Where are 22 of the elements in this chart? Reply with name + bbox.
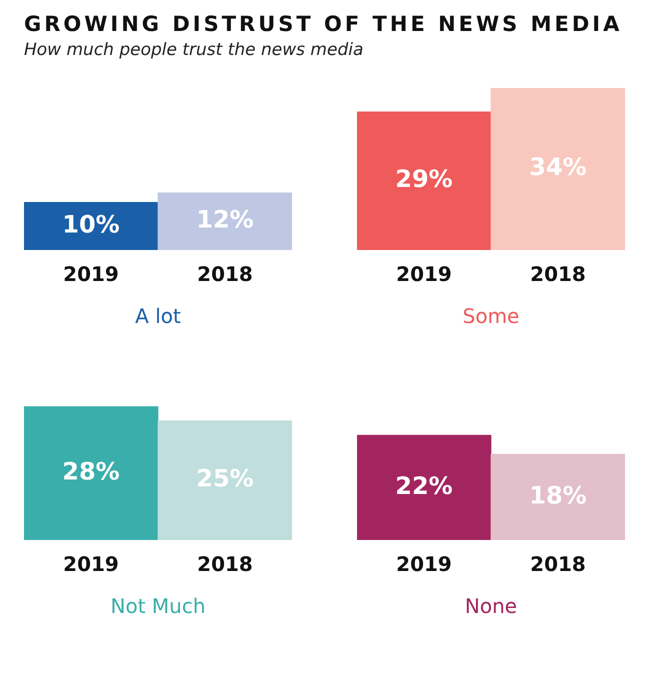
x-tick-label: 2019 — [63, 262, 119, 286]
data-label: 12% — [196, 206, 254, 234]
x-tick-label: 2018 — [530, 262, 586, 286]
x-tick-label: 2019 — [396, 552, 452, 576]
data-label: 34% — [529, 153, 587, 182]
chart-title: GROWING DISTRUST OF THE NEWS MEDIA — [24, 12, 624, 36]
data-label: 18% — [529, 481, 587, 510]
data-label: 25% — [196, 464, 254, 493]
x-tick-label: 2018 — [530, 552, 586, 576]
x-tick-label: 2019 — [396, 262, 452, 286]
x-axis-title: Some — [462, 304, 520, 328]
data-label: 28% — [62, 458, 120, 486]
x-axis-title: A lot — [135, 304, 181, 328]
chart-subtitle: How much people trust the news media — [24, 40, 364, 60]
data-label: 29% — [395, 165, 453, 194]
x-tick-label: 2019 — [63, 552, 119, 576]
data-label: 22% — [395, 472, 453, 500]
data-label: 10% — [62, 210, 120, 238]
x-tick-label: 2018 — [197, 262, 253, 286]
x-tick-label: 2018 — [197, 552, 253, 576]
x-axis-title: Not Much — [110, 594, 206, 618]
x-axis-title: None — [464, 594, 518, 618]
